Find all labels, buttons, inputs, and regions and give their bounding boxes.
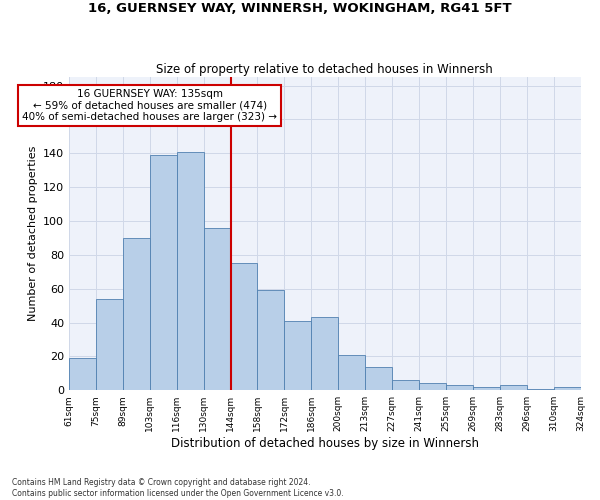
Bar [230, 264, 257, 390]
Bar [473, 387, 500, 390]
Bar [365, 366, 392, 390]
Bar [392, 380, 419, 390]
Text: 16 GUERNSEY WAY: 135sqm
← 59% of detached houses are smaller (474)
40% of semi-d: 16 GUERNSEY WAY: 135sqm ← 59% of detache… [22, 89, 277, 122]
Bar [96, 299, 123, 390]
Bar [69, 358, 96, 390]
Bar [446, 385, 473, 390]
Text: 16, GUERNSEY WAY, WINNERSH, WOKINGHAM, RG41 5FT: 16, GUERNSEY WAY, WINNERSH, WOKINGHAM, R… [88, 2, 512, 16]
Bar [527, 388, 554, 390]
Y-axis label: Number of detached properties: Number of detached properties [28, 146, 38, 322]
Bar [177, 152, 203, 390]
Bar [500, 385, 527, 390]
Bar [311, 318, 338, 390]
Bar [338, 354, 365, 390]
Title: Size of property relative to detached houses in Winnersh: Size of property relative to detached ho… [157, 63, 493, 76]
Bar [554, 387, 581, 390]
Bar [284, 321, 311, 390]
Bar [150, 155, 177, 390]
Bar [123, 238, 150, 390]
Bar [203, 228, 230, 390]
X-axis label: Distribution of detached houses by size in Winnersh: Distribution of detached houses by size … [171, 437, 479, 450]
Bar [419, 384, 446, 390]
Text: Contains HM Land Registry data © Crown copyright and database right 2024.
Contai: Contains HM Land Registry data © Crown c… [12, 478, 344, 498]
Bar [257, 290, 284, 390]
